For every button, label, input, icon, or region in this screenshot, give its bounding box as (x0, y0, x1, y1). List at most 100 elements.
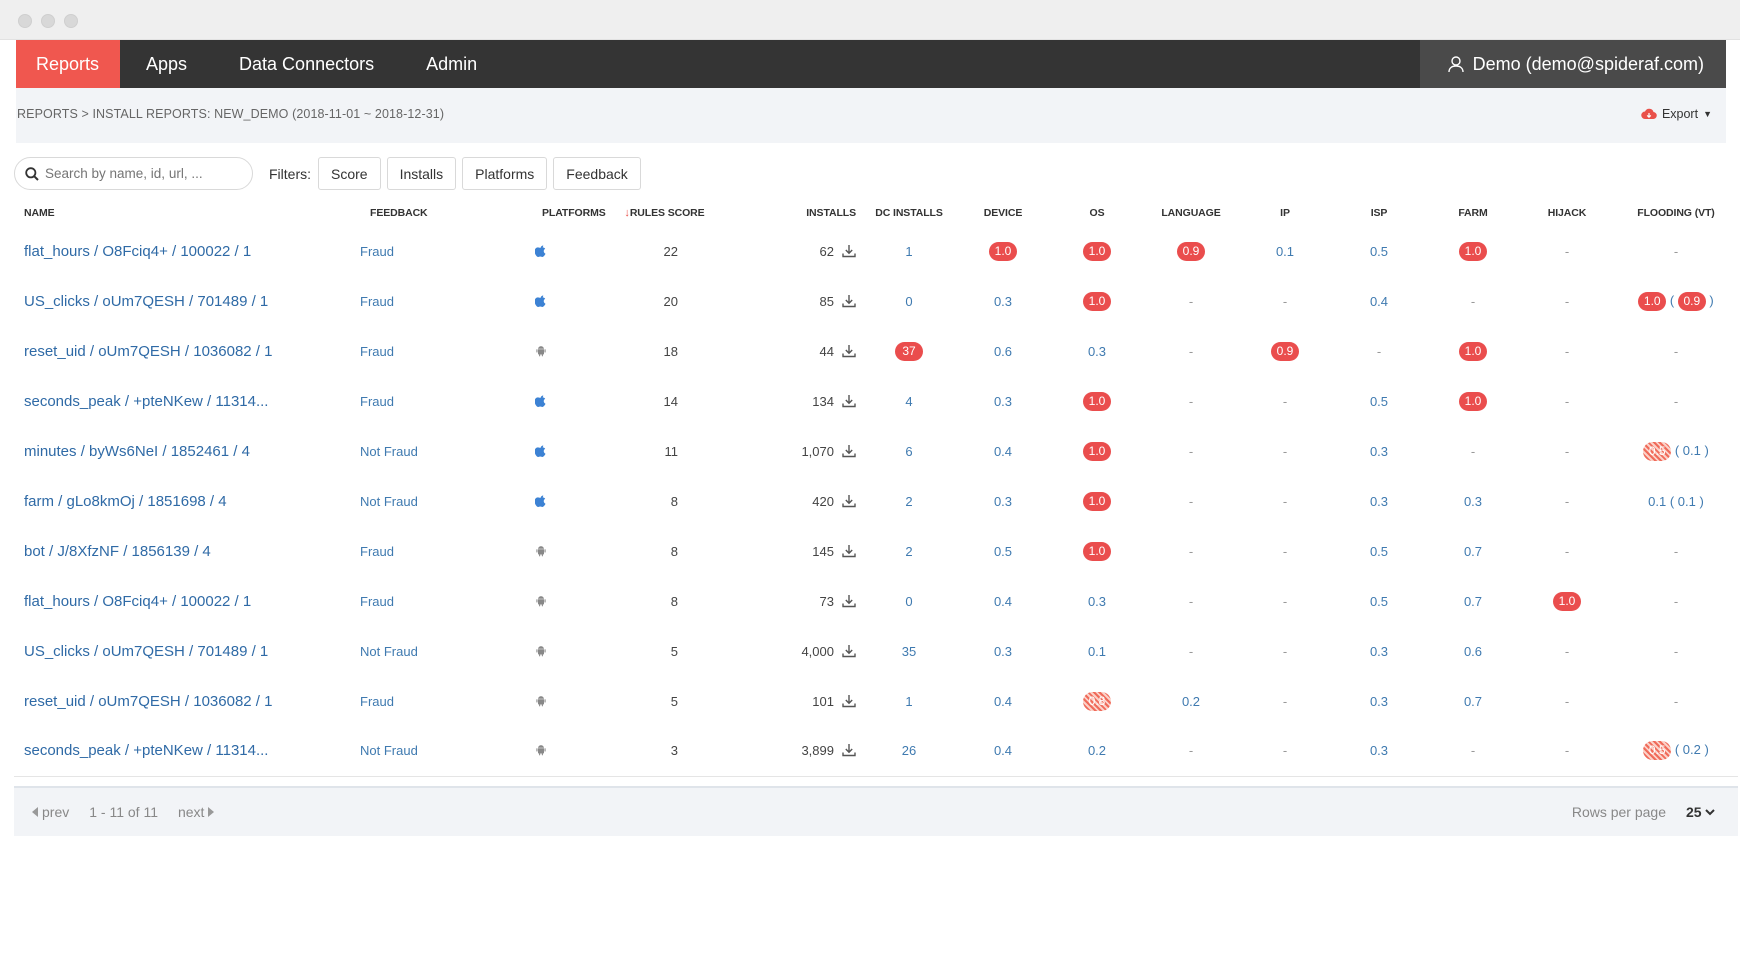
row-feedback[interactable]: Not Fraud (360, 726, 532, 777)
row-name-link[interactable]: US_clicks / oUm7QESH / 701489 / 1 (24, 642, 269, 660)
row-dc: 37 (862, 326, 956, 376)
row-name-link[interactable]: flat_hours / O8Fciq4+ / 100022 / 1 (24, 592, 252, 610)
col-header-language[interactable]: LANGUAGE (1161, 207, 1221, 219)
row-ip-value: - (1282, 743, 1288, 759)
col-header-ip[interactable]: IP (1280, 207, 1290, 219)
row-device: 0.3 (956, 476, 1050, 526)
page-range: 1 - 11 of 11 (89, 804, 158, 820)
row-flooding-value: - (1673, 693, 1679, 709)
row-flooding: 1.0 ( 0.9 ) (1614, 276, 1738, 326)
row-language: 0.2 (1144, 676, 1238, 726)
col-header-rules-score-label: RULES SCORE (629, 207, 705, 219)
table-header-row: NAME FEEDBACK PLATFORMS ↓RULES SCORE INS… (14, 200, 1738, 226)
next-page-button[interactable]: next (178, 804, 215, 820)
row-flooding-vt-value: 0.1 (1677, 493, 1696, 509)
filter-installs-button[interactable]: Installs (386, 157, 457, 190)
col-header-name[interactable]: NAME (24, 207, 55, 219)
row-platform (532, 576, 617, 626)
col-header-platforms[interactable]: PLATFORMS (542, 207, 606, 219)
row-flooding: - (1614, 576, 1738, 626)
row-feedback[interactable]: Not Fraud (360, 493, 418, 509)
table-row[interactable]: US_clicks / oUm7QESH / 701489 / 1 Not Fra… (14, 626, 1738, 676)
col-header-feedback[interactable]: FEEDBACK (370, 207, 428, 219)
download-icon[interactable] (842, 644, 856, 658)
row-language: - (1144, 326, 1238, 376)
col-header-installs[interactable]: INSTALLS (806, 207, 856, 219)
download-icon[interactable] (842, 743, 856, 757)
table-row[interactable]: reset_uid / oUm7QESH / 1036082 / 1 Fraud 1… (14, 326, 1738, 376)
row-installs: 44 (712, 326, 862, 376)
table-row[interactable]: seconds_peak / +pteNKew / 11314... Fraud 1… (14, 376, 1738, 426)
col-header-os[interactable]: OS (1089, 207, 1105, 219)
row-name-link[interactable]: bot / J/8XfzNF / 1856139 / 4 (24, 542, 211, 560)
row-isp: 0.3 (1332, 476, 1426, 526)
search-input[interactable] (45, 166, 235, 181)
row-isp-value: 0.5 (1369, 543, 1389, 559)
row-dc-value: 2 (905, 493, 913, 509)
table-row[interactable]: flat_hours / O8Fciq4+ / 100022 / 1 Fraud 2… (14, 226, 1738, 276)
row-feedback[interactable]: Fraud (360, 393, 394, 409)
row-name-link[interactable]: minutes / byWs6NeI / 1852461 / 4 (24, 442, 250, 460)
table-row[interactable]: farm / gLo8kmOj / 1851698 / 4 Not Fraud 8 4… (14, 476, 1738, 526)
table-row[interactable]: minutes / byWs6NeI / 1852461 / 4 Not Frau… (14, 426, 1738, 476)
prev-page-button[interactable]: prev (32, 804, 69, 820)
row-flooding: 0.1 ( 0.1 ) (1614, 476, 1738, 526)
rows-per-page-select[interactable]: 25 (1682, 803, 1718, 821)
row-name-link[interactable]: reset_uid / oUm7QESH / 1036082 / 1 (24, 342, 273, 360)
filter-feedback-button[interactable]: Feedback (553, 157, 641, 190)
row-device-badge: 1.0 (989, 241, 1017, 261)
filter-platforms-button[interactable]: Platforms (462, 157, 548, 190)
download-icon[interactable] (842, 394, 856, 408)
table-row[interactable]: US_clicks / oUm7QESH / 701489 / 1 Fraud 20… (14, 276, 1738, 326)
row-feedback[interactable]: Not Fraud (360, 643, 418, 659)
table-row[interactable]: bot / J/8XfzNF / 1856139 / 4 Fraud 8 145 2 0.… (14, 526, 1738, 576)
download-icon[interactable] (842, 594, 856, 608)
nav-reports[interactable]: Reports (16, 40, 120, 88)
row-flooding-badge: 1.0 (1638, 291, 1667, 311)
filter-score-button[interactable]: Score (318, 157, 381, 190)
download-icon[interactable] (842, 494, 856, 508)
export-button[interactable]: Export ▼ (1641, 107, 1712, 121)
row-feedback[interactable]: Fraud (360, 343, 394, 359)
row-rules-score: 20 (663, 293, 678, 309)
col-header-hijack[interactable]: HIJACK (1547, 207, 1587, 219)
row-hijack: 1.0 (1520, 576, 1614, 626)
download-icon[interactable] (842, 694, 856, 708)
download-icon[interactable] (842, 344, 856, 358)
download-icon[interactable] (842, 294, 856, 308)
row-name-link[interactable]: seconds_peak / +pteNKew / 11314... (14, 726, 360, 777)
download-icon[interactable] (842, 244, 856, 258)
row-feedback[interactable]: Not Fraud (360, 443, 418, 459)
window-minimize-dot[interactable] (41, 14, 55, 28)
nav-apps[interactable]: Apps (146, 53, 188, 74)
download-icon[interactable] (842, 444, 856, 458)
user-menu[interactable]: Demo (demo@spideraf.com) (1419, 40, 1726, 88)
row-hijack: - (1520, 226, 1614, 276)
row-feedback[interactable]: Fraud (360, 693, 394, 709)
row-name-link[interactable]: US_clicks / oUm7QESH / 701489 / 1 (24, 292, 269, 310)
row-language-badge: 0.9 (1177, 241, 1205, 261)
col-header-flooding[interactable]: FLOODING (VT) (1637, 207, 1715, 219)
table-row[interactable]: seconds_peak / +pteNKew / 11314... Not Fr… (14, 726, 1738, 777)
nav-data-connectors[interactable]: Data Connectors (239, 53, 375, 74)
col-header-dc-installs[interactable]: DC INSTALLS (875, 207, 943, 219)
table-row[interactable]: flat_hours / O8Fciq4+ / 100022 / 1 Fraud 8… (14, 576, 1738, 626)
row-name-link[interactable]: reset_uid / oUm7QESH / 1036082 / 1 (24, 692, 273, 710)
col-header-device[interactable]: DEVICE (983, 207, 1023, 219)
row-name-link[interactable]: farm / gLo8kmOj / 1851698 / 4 (24, 492, 227, 510)
col-header-rules-score[interactable]: ↓RULES SCORE (617, 200, 712, 226)
window-maximize-dot[interactable] (64, 14, 78, 28)
col-header-isp[interactable]: ISP (1370, 207, 1388, 219)
row-feedback[interactable]: Fraud (360, 243, 394, 259)
row-ip: - (1238, 376, 1332, 426)
row-name-link[interactable]: flat_hours / O8Fciq4+ / 100022 / 1 (24, 242, 252, 260)
row-feedback[interactable]: Fraud (360, 293, 394, 309)
row-feedback[interactable]: Fraud (360, 543, 394, 559)
table-row[interactable]: reset_uid / oUm7QESH / 1036082 / 1 Fraud 5… (14, 676, 1738, 726)
col-header-farm[interactable]: FARM (1458, 207, 1488, 219)
row-name-link[interactable]: seconds_peak / +pteNKew / 11314... (24, 392, 269, 410)
nav-admin[interactable]: Admin (426, 53, 478, 74)
row-feedback[interactable]: Fraud (360, 593, 394, 609)
window-close-dot[interactable] (18, 14, 32, 28)
download-icon[interactable] (842, 544, 856, 558)
